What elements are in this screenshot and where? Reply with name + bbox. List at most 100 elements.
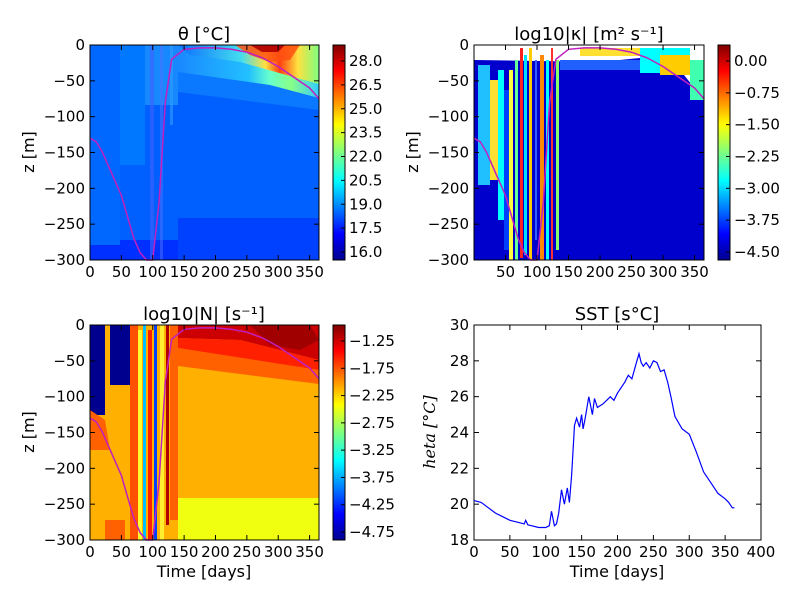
panel-theta: 0 50 100 150 200 250 300 350 0 −50 −100 −150 −200 −25… <box>19 24 382 281</box>
mixed-layer-contour <box>89 327 320 541</box>
y-tick-label: 24 <box>450 424 469 442</box>
colorbar-tick-label: −2.75 <box>349 414 395 432</box>
x-tick-label: 150 <box>170 543 199 561</box>
y-tick-label: −100 <box>44 388 85 406</box>
y-tick-label: −150 <box>428 144 469 162</box>
y-tick-label: −50 <box>53 72 85 90</box>
x-tick-label: 100 <box>523 263 552 281</box>
y-tick-label: 26 <box>450 388 469 406</box>
colorbar-tick-label: −3.75 <box>734 211 780 229</box>
colorbar-tick-label: −3.00 <box>734 179 780 197</box>
x-tick-label: 350 <box>711 543 740 561</box>
x-tick-label: 50 <box>112 263 131 281</box>
y-tick-label: −50 <box>53 352 85 370</box>
x-tick-label: 0 <box>85 263 95 281</box>
x-tick-label: 250 <box>233 263 262 281</box>
x-tick-label: 150 <box>567 543 596 561</box>
y-tick-label: 30 <box>450 316 469 334</box>
colorbar-tick-label: −4.75 <box>349 523 395 541</box>
colorbar-ticks-kappa: 0.00 −0.75 −1.50 −2.25 −3.00 −3.75 −4.50 <box>726 52 780 261</box>
x-tick-label: 0 <box>469 543 479 561</box>
colorbar-tick-label: −1.25 <box>349 332 395 350</box>
y-tick-label: −300 <box>428 251 469 269</box>
panel-kappa: 50 100 150 200 250 300 350 0 −50 −100 −150 −200 −250… <box>403 24 780 281</box>
colorbar-tick-label: 0.00 <box>734 52 767 70</box>
colorbar-tick-label: 22.0 <box>349 148 382 166</box>
ylabel-kappa: z [m] <box>403 131 422 173</box>
x-tick-label: 300 <box>264 263 293 281</box>
x-tick-label: 150 <box>554 263 583 281</box>
colorbar-tick-label: −4.25 <box>349 496 395 514</box>
sst-series-line <box>473 351 735 529</box>
y-tick-label: −250 <box>428 215 469 233</box>
x-tick-label: 350 <box>680 263 709 281</box>
y-tick-label: 0 <box>459 36 469 54</box>
colorbar-tick-label: −1.50 <box>734 116 780 134</box>
y-tick-label: −100 <box>44 108 85 126</box>
mixed-layer-contour <box>473 47 705 261</box>
colorbar-tick-label: −3.75 <box>349 468 395 486</box>
axes-theta: 0 50 100 150 200 250 300 350 0 −50 −100 −150 −200 −25… <box>44 36 324 281</box>
colorbar-ticks-theta: 28.0 26.5 25.0 23.5 22.0 20.5 19.0 17.5 16.0 <box>341 52 382 261</box>
colorbar-ticks-nfreq: −1.25 −1.75 −2.25 −2.75 −3.25 −3.75 −4.25 −4.75 <box>341 332 395 541</box>
y-tick-label: −200 <box>428 179 469 197</box>
x-tick-label: 250 <box>639 543 668 561</box>
colorbar-tick-label: 16.0 <box>349 243 382 261</box>
x-tick-label: 350 <box>295 263 324 281</box>
colorbar-tick-label: −0.75 <box>734 84 780 102</box>
axes-sst: 0 50 100 150 200 250 300 350 400 18 20 22 24 26 28 30 <box>450 316 775 561</box>
xlabel-nfreq: Time [days] <box>156 562 252 581</box>
x-tick-label: 100 <box>138 543 167 561</box>
x-tick-label: 400 <box>747 543 776 561</box>
colorbar-theta <box>332 44 346 261</box>
y-tick-label: 0 <box>75 36 85 54</box>
x-tick-label: 100 <box>531 543 560 561</box>
colorbar-tick-label: −1.75 <box>349 359 395 377</box>
title-sst: SST [s°C] <box>575 304 660 325</box>
y-tick-label: −150 <box>44 144 85 162</box>
y-tick-label: −300 <box>44 251 85 269</box>
colorbar-tick-label: 20.5 <box>349 171 382 189</box>
x-tick-label: 200 <box>201 263 230 281</box>
title-kappa: log10|κ| [m² s⁻¹] <box>514 24 663 45</box>
axes-nfreq: 0 50 100 150 200 250 300 350 0 −50 −100 −150 −200 −25… <box>44 316 324 561</box>
x-tick-label: 100 <box>138 263 167 281</box>
y-tick-label: −300 <box>44 531 85 549</box>
colorbar-tick-label: 28.0 <box>349 52 382 70</box>
colorbar-kappa <box>717 44 731 261</box>
colorbar-tick-label: 26.5 <box>349 76 382 94</box>
y-tick-label: −200 <box>44 179 85 197</box>
x-tick-label: 50 <box>112 543 131 561</box>
axes-frame-sst <box>473 324 762 541</box>
title-theta: θ [°C] <box>178 24 230 45</box>
x-tick-label: 300 <box>649 263 678 281</box>
theta-heatmap <box>90 45 319 260</box>
title-nfreq: log10|N| [s⁻¹] <box>143 304 265 325</box>
x-tick-label: 250 <box>233 543 262 561</box>
y-tick-label: 20 <box>450 495 469 513</box>
x-tick-label: 200 <box>603 543 632 561</box>
colorbar-tick-label: −3.25 <box>349 441 395 459</box>
ylabel-theta: z [m] <box>19 131 38 173</box>
y-tick-label: −250 <box>44 495 85 513</box>
kappa-heatmap <box>474 45 704 260</box>
x-tick-label: 50 <box>496 263 515 281</box>
mixed-layer-contour <box>89 47 320 261</box>
colorbar-tick-label: 17.5 <box>349 219 382 237</box>
x-tick-label: 200 <box>201 543 230 561</box>
nfreq-heatmap <box>90 325 319 540</box>
colorbar-tick-label: −2.25 <box>349 387 395 405</box>
y-tick-label: −100 <box>428 108 469 126</box>
y-tick-label: −50 <box>437 72 469 90</box>
xlabel-sst: Time [days] <box>569 562 665 581</box>
panel-sst: 0 50 100 150 200 250 300 350 400 18 20 22 24 26 28 30 S… <box>420 304 775 581</box>
x-tick-label: 350 <box>295 543 324 561</box>
y-tick-label: 18 <box>450 531 469 549</box>
colorbar-tick-label: 25.0 <box>349 100 382 118</box>
x-tick-label: 300 <box>264 543 293 561</box>
ylabel-sst: heta [°C] <box>420 394 439 468</box>
ylabel-nfreq: z [m] <box>19 411 38 453</box>
x-tick-label: 200 <box>586 263 615 281</box>
